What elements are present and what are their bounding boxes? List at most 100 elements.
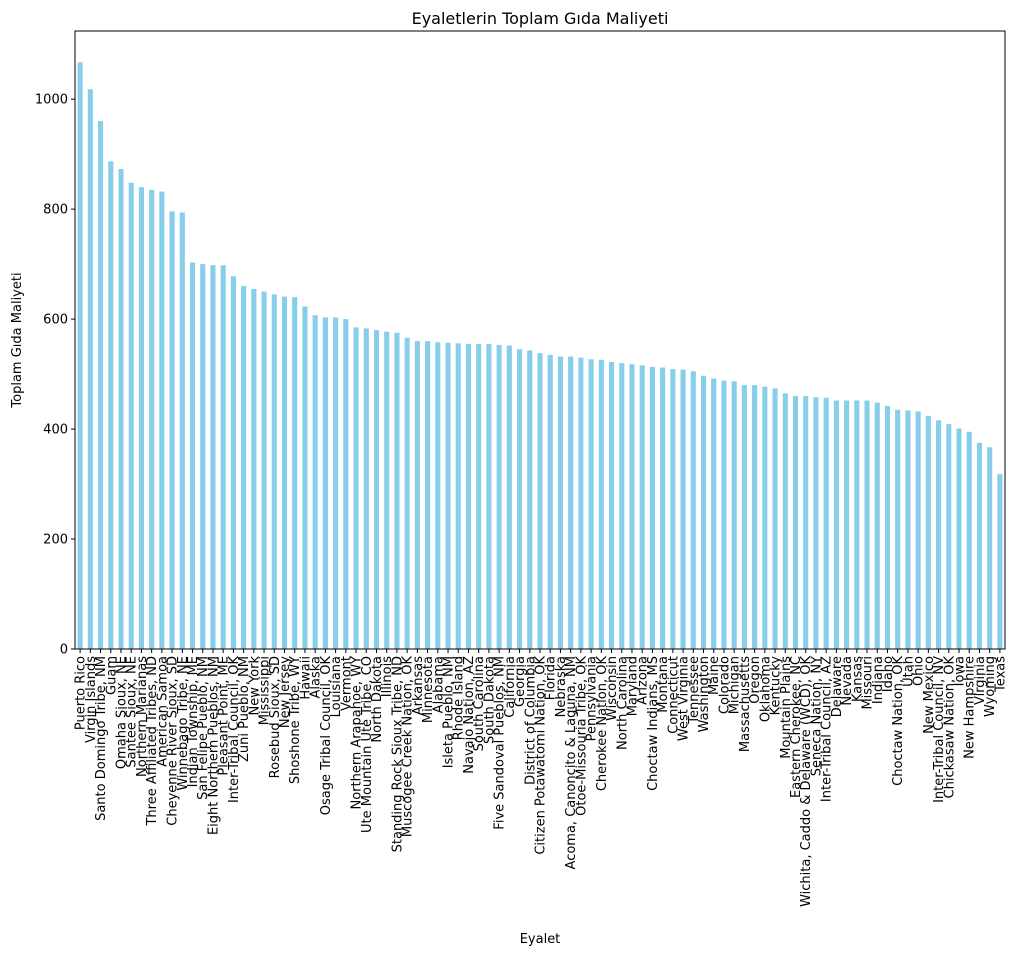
bar <box>915 411 921 649</box>
x-tick-label: North Carolina <box>615 656 630 750</box>
x-tick-label: Arkansas <box>411 656 426 715</box>
x-axis-label: Eyalet <box>520 932 561 947</box>
bar <box>87 89 93 650</box>
bar <box>864 400 870 649</box>
bar <box>496 344 502 649</box>
bar <box>77 62 83 650</box>
x-tick-label: Rosebud Sioux, SD <box>268 656 283 778</box>
bar <box>997 474 1003 649</box>
x-tick-label: Iowa <box>953 656 968 686</box>
bar <box>976 442 983 649</box>
bar <box>465 343 472 649</box>
y-tick-label: 600 <box>43 313 68 328</box>
x-tick-label: Acoma, Canoncito & Laguna, NM <box>564 656 579 869</box>
bar <box>241 286 247 649</box>
x-tick-label: Michigan <box>728 656 743 714</box>
bar <box>578 357 584 649</box>
x-tick-label: New Jersey <box>278 656 293 728</box>
bar <box>373 330 380 649</box>
x-tick-label: Hawaii <box>298 656 313 700</box>
bar <box>629 364 635 649</box>
x-tick-label: Virgin Islands <box>84 656 99 743</box>
bar <box>588 359 594 649</box>
x-tick-label: San Felipe Pueblo, NM <box>196 656 211 800</box>
y-tick-label: 400 <box>43 423 68 438</box>
x-tick-label: Choctaw Indians, MS <box>646 656 661 791</box>
x-tick-label: Louisiana <box>329 656 344 717</box>
x-tick-label: Oklahoma <box>758 656 773 722</box>
bar <box>905 410 911 649</box>
x-tick-label: Santee Sioux, NE <box>125 656 140 768</box>
bar <box>353 327 359 649</box>
x-tick-label: West Virginia <box>677 656 692 741</box>
x-tick-label: Pennsylvania <box>585 656 600 741</box>
bar <box>711 378 717 649</box>
x-tick-label: American Samoa <box>155 656 170 767</box>
x-tick-label: Cheyenne River Sioux, SD <box>166 656 181 826</box>
x-tick-label: Ute Mountain Ute Tribe, CO <box>360 656 375 833</box>
x-tick-label: Vermont <box>339 656 354 711</box>
bar <box>752 385 758 649</box>
bar <box>884 405 891 649</box>
bar <box>322 317 328 649</box>
x-tick-label: Inter-Tribal Council, NV <box>932 656 947 803</box>
x-tick-label: Washington <box>697 656 712 732</box>
bar <box>128 182 134 649</box>
x-tick-label: Citizen Potawatomi Nation, OK <box>534 656 549 855</box>
plot-frame <box>74 30 1006 650</box>
bar <box>414 341 420 649</box>
x-tick-label: Nevada <box>840 656 855 706</box>
bar <box>936 420 942 649</box>
chart-title: Eyaletlerin Toplam Gıda Maliyeti <box>412 9 669 28</box>
bar <box>425 341 431 649</box>
bar <box>833 400 839 649</box>
x-tick-label: Eight Northern Pueblos, NM <box>206 656 221 835</box>
x-tick-label: New York <box>247 656 262 716</box>
x-tick-label: Cherokee Nation, OK <box>595 656 610 792</box>
bar <box>598 359 604 649</box>
x-tick-label: Connecticut <box>666 656 681 734</box>
x-tick-label: Osage Tribal Council, OK <box>319 656 334 816</box>
x-tick-label: California <box>503 656 518 718</box>
bar <box>312 315 318 649</box>
bar <box>394 332 400 649</box>
bar <box>435 342 441 649</box>
bar <box>537 353 543 649</box>
x-tick-label: Muscogee Creek Nation, OK <box>401 656 416 838</box>
bar <box>813 397 819 649</box>
x-tick-label: Indian Township, ME <box>186 656 201 787</box>
bar <box>568 356 574 649</box>
bar <box>649 366 655 649</box>
x-tick-label: Idaho <box>881 656 896 692</box>
x-tick-label: Otoe-Missouria Tribe, OK <box>574 656 589 816</box>
bar <box>506 345 512 649</box>
bar <box>517 349 523 649</box>
bar <box>292 297 298 649</box>
x-tick-label: Colorado <box>717 656 732 714</box>
bar <box>486 343 492 649</box>
x-tick-label: New Hampshire <box>963 656 978 759</box>
bar <box>251 288 257 649</box>
x-tick-label: Alabama <box>431 656 446 713</box>
bar <box>281 296 288 649</box>
bar <box>700 375 707 649</box>
x-tick-label: Santo Domingo Tribe, NM <box>94 656 109 821</box>
bar <box>138 187 144 649</box>
x-tick-label: Inter-Tribal Council, OK <box>227 656 242 804</box>
x-tick-label: Puerto Rico <box>74 656 89 730</box>
x-tick-label: Pleasant Point, ME <box>217 656 232 776</box>
x-tick-label: Tennessee <box>687 656 702 725</box>
bar <box>854 400 860 649</box>
bar <box>230 276 236 649</box>
x-tick-label: Eastern Cherokee, NC <box>789 656 804 798</box>
y-tick-label: 0 <box>60 643 68 658</box>
x-tick-label: Standing Rock Sioux Tribe, ND <box>390 656 405 852</box>
bar <box>639 365 645 649</box>
x-tick-label: New Mexico <box>922 656 937 734</box>
bar <box>762 386 768 649</box>
bar <box>844 400 850 649</box>
bar <box>159 191 165 650</box>
bar <box>619 363 625 649</box>
x-tick-label: Oregon <box>748 656 763 704</box>
